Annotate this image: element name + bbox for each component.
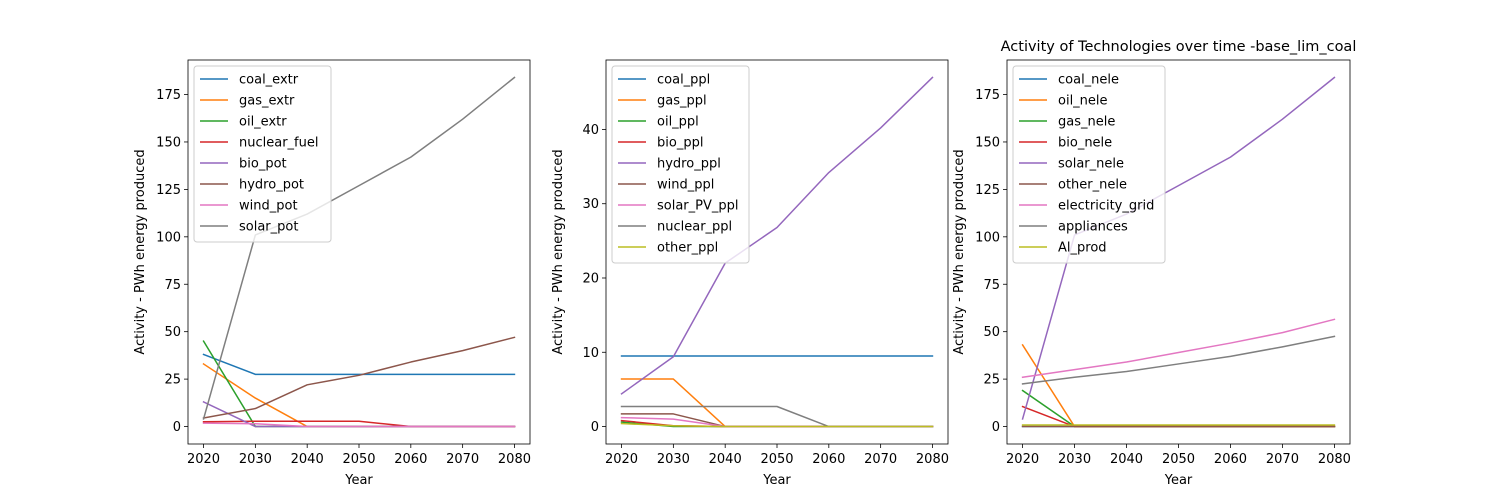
legend-label: oil_ppl [657,115,699,130]
x-tick-label: 2050 [342,452,375,467]
legend-label: appliances [1058,220,1128,235]
y-tick-label: 20 [582,271,599,286]
series-lines [620,76,934,428]
series-line-electricity_grid [1021,318,1336,379]
y-tick-label: 75 [983,278,1000,293]
legend-label: coal_extr [239,73,299,88]
legend: coal_ppl gas_ppl oil_ppl bio_ppl hydro_pplwi… [611,65,750,264]
x-tick-label: 2040 [1110,452,1143,467]
x-tick-label: 2050 [760,452,793,467]
y-tick-label: 0 [591,420,599,435]
y-tick-label: 25 [164,373,181,388]
legend-label: solar_nele [1058,157,1124,172]
y-axis-label: Activity - PWh energy produced [952,149,967,354]
chart-panel-3: 2020 2030 2040 2050 2060 2070 2080 0 25 50 75 100 12… [952,39,1356,488]
legend-label: other_nele [1058,178,1127,193]
series-line-hydro_pot [202,336,516,419]
series-line-appliances [1021,335,1336,385]
y-tick-label: 10 [582,346,599,361]
series-line-coal_extr [202,353,516,376]
legend-label: bio_nele [1058,136,1112,151]
y-axis-label: Activity - PWh energy produced [551,149,566,354]
x-tick-label: 2060 [812,452,845,467]
chart-panel-2: 2020 2030 2040 2050 2060 2070 2080010203040Yea… [551,59,949,488]
x-tick-label: 2020 [605,452,638,467]
legend-label: coal_ppl [657,73,710,88]
legend-label: solar_pot [239,220,298,235]
legend-label: bio_pot [239,157,287,172]
legend-label: gas_nele [1058,115,1115,130]
y-tick-label: 150 [975,135,1000,150]
legend-label: hydro_ppl [657,157,721,172]
legend: coal_extr gas_extr oil_extr nuclear_fuelbio… [193,65,332,243]
series-line-other_ppl [620,422,934,428]
x-tick-label: 2050 [1162,452,1195,467]
x-tick-label: 2070 [446,452,479,467]
x-tick-label: 2020 [1006,452,1039,467]
legend-label: hydro_pot [239,178,304,193]
x-tick-label: 2070 [864,452,897,467]
x-tick-label: 2080 [498,452,531,467]
y-tick-label: 175 [156,88,181,103]
y-tick-label: 50 [983,325,1000,340]
legend-frame [611,65,750,264]
chart-title: Activity of Technologies over time -base… [1001,39,1357,55]
series-line-hydro_ppl [620,76,934,395]
x-axis-label: Year [1164,473,1193,488]
y-tick-label: 0 [173,420,181,435]
legend-label: oil_extr [239,115,287,130]
legend-label: Al_prod [1058,241,1107,256]
y-tick-label: 125 [975,183,1000,198]
y-tick-label: 100 [156,230,181,245]
legend-label: coal_nele [1058,73,1119,88]
chart-panel-1: 2020 2030 2040 2050 2060 2070 2080 0 25 50 75 100 12… [133,59,531,488]
y-tick-label: 175 [975,88,1000,103]
x-tick-label: 2080 [916,452,949,467]
y-tick-label: 150 [156,135,181,150]
y-tick-label: 50 [164,325,181,340]
legend-label: nuclear_ppl [657,220,732,235]
x-tick-label: 2060 [394,452,427,467]
y-tick-label: 40 [582,123,599,138]
y-tick-label: 0 [992,420,1000,435]
series-line-wind_pot [202,422,516,428]
legend-label: wind_pot [239,199,298,214]
y-tick-label: 30 [582,197,599,212]
legend-label: wind_ppl [657,178,714,193]
legend-label: gas_ppl [657,94,707,109]
legend-label: bio_ppl [657,136,703,151]
x-tick-label: 2040 [291,452,324,467]
legend-label: solar_PV_ppl [657,199,739,214]
legend-label: other_ppl [657,241,718,256]
legend-label: oil_nele [1058,94,1108,109]
legend: coal_nele oil_nele gas_nele bio_nele solar_n… [1012,65,1166,264]
x-tick-label: 2070 [1266,452,1299,467]
legend-label: gas_extr [239,94,295,109]
legend-label: nuclear_fuel [239,136,318,151]
x-tick-label: 2020 [187,452,220,467]
y-tick-label: 125 [156,183,181,198]
x-axis-label: Year [762,473,791,488]
x-axis-label: Year [344,473,373,488]
legend-frame [193,65,332,243]
y-tick-label: 25 [983,373,1000,388]
x-tick-label: 2030 [239,452,272,467]
x-tick-label: 2030 [1058,452,1091,467]
x-tick-label: 2060 [1214,452,1247,467]
x-tick-label: 2040 [709,452,742,467]
x-tick-label: 2030 [657,452,690,467]
legend-frame [1012,65,1166,264]
y-tick-label: 75 [164,278,181,293]
y-axis-label: Activity - PWh energy produced [133,149,148,354]
x-tick-label: 2080 [1318,452,1351,467]
legend-label: electricity_grid [1058,199,1154,214]
y-tick-label: 100 [975,230,1000,245]
